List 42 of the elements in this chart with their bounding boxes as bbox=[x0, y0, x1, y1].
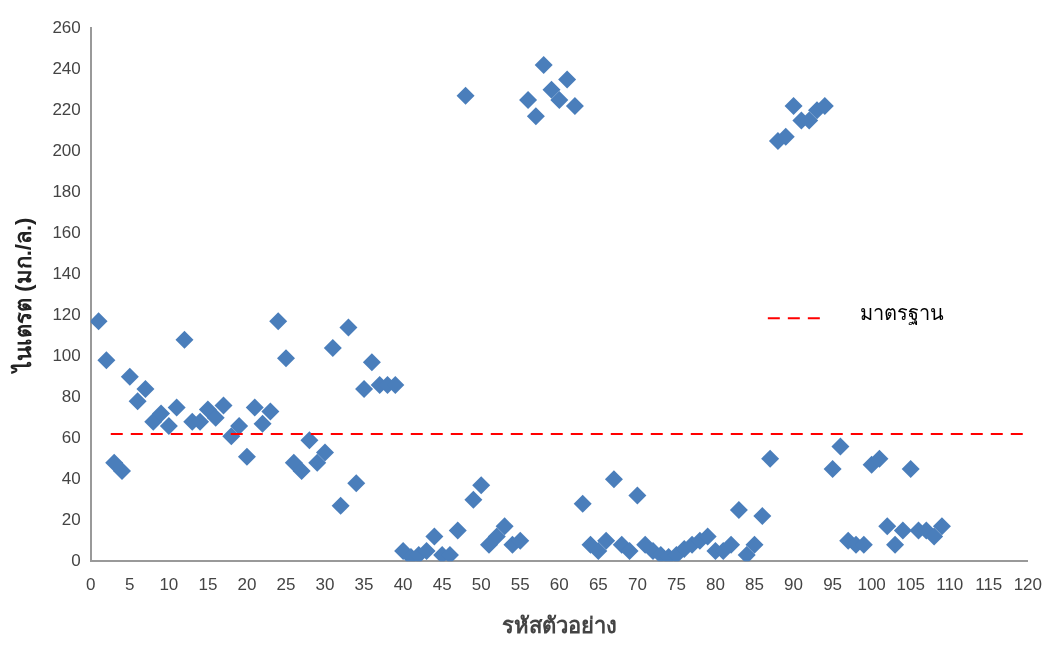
y-tick-label: 200 bbox=[52, 140, 81, 160]
y-tick-label: 180 bbox=[52, 181, 81, 201]
x-tick-label: 30 bbox=[315, 575, 335, 595]
x-tick-label: 85 bbox=[745, 575, 764, 595]
x-tick-label: 60 bbox=[549, 575, 569, 595]
y-tick-label: 140 bbox=[52, 263, 81, 283]
x-tick-label: 15 bbox=[198, 575, 218, 595]
x-tick-label: 65 bbox=[588, 575, 608, 595]
y-tick-label: 60 bbox=[61, 427, 81, 447]
y-tick-label: 160 bbox=[52, 222, 81, 242]
x-tick-label: 105 bbox=[896, 575, 925, 595]
x-tick-label: 45 bbox=[432, 575, 452, 595]
x-tick-label: 75 bbox=[666, 575, 686, 595]
x-tick-label: 0 bbox=[86, 575, 96, 595]
x-tick-label: 55 bbox=[510, 575, 530, 595]
y-tick-label: 40 bbox=[61, 468, 81, 488]
y-tick-label: 240 bbox=[52, 58, 81, 78]
x-tick-label: 70 bbox=[627, 575, 647, 595]
x-tick-label: 80 bbox=[706, 575, 725, 595]
legend-label: มาตรฐาน bbox=[859, 301, 944, 325]
y-tick-label: 20 bbox=[61, 509, 81, 529]
x-axis-title: รหัสตัวอย่าง bbox=[501, 612, 617, 638]
x-tick-label: 110 bbox=[936, 575, 964, 595]
x-tick-label: 5 bbox=[125, 575, 135, 595]
x-tick-label: 95 bbox=[823, 575, 843, 595]
y-tick-label: 100 bbox=[52, 345, 81, 365]
x-tick-label: 120 bbox=[1013, 575, 1043, 595]
y-tick-label: 220 bbox=[52, 99, 81, 119]
y-axis-title: ไนเตรต (มก./ล.) bbox=[10, 217, 37, 374]
x-tick-label: 50 bbox=[471, 575, 491, 595]
x-tick-label: 90 bbox=[784, 575, 804, 595]
y-tick-label: 120 bbox=[52, 304, 81, 324]
x-tick-label: 10 bbox=[159, 575, 179, 595]
x-tick-label: 100 bbox=[857, 575, 886, 595]
y-tick-label: 0 bbox=[71, 550, 81, 570]
y-tick-label: 260 bbox=[52, 17, 81, 37]
x-tick-label: 115 bbox=[975, 575, 1003, 595]
x-tick-label: 25 bbox=[276, 575, 296, 595]
x-tick-label: 20 bbox=[237, 575, 257, 595]
x-tick-label: 35 bbox=[354, 575, 374, 595]
y-tick-label: 80 bbox=[61, 386, 81, 406]
x-tick-label: 40 bbox=[393, 575, 413, 595]
